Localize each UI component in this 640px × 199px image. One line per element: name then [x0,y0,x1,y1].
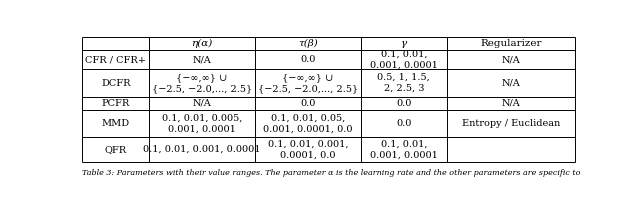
Text: {−∞,∞} ∪
{−2.5, −2.0,..., 2.5}: {−∞,∞} ∪ {−2.5, −2.0,..., 2.5} [152,73,252,93]
Text: 0.1, 0.01,
0.001, 0.0001: 0.1, 0.01, 0.001, 0.0001 [370,50,438,70]
Text: PCFR: PCFR [102,99,130,108]
Text: 0.1, 0.01,
0.001, 0.0001: 0.1, 0.01, 0.001, 0.0001 [370,139,438,160]
Text: 0.0: 0.0 [396,119,412,128]
Text: γ: γ [401,39,407,48]
Text: 0.0: 0.0 [300,56,316,64]
Text: Entropy / Euclidean: Entropy / Euclidean [462,119,560,128]
Text: DCFR: DCFR [101,79,131,88]
Text: MMD: MMD [102,119,130,128]
Text: N/A: N/A [193,56,211,64]
Text: CFR / CFR+: CFR / CFR+ [85,56,146,64]
Text: 0.0: 0.0 [396,99,412,108]
Text: τ(β): τ(β) [298,39,317,48]
Text: Table 3: Parameters with their value ranges. The parameter α is the learning rat: Table 3: Parameters with their value ran… [83,169,581,177]
Text: η(α): η(α) [191,39,212,48]
Text: N/A: N/A [193,99,211,108]
Text: N/A: N/A [502,56,520,64]
Text: 0.1, 0.01, 0.001, 0.0001: 0.1, 0.01, 0.001, 0.0001 [143,145,260,154]
Text: 0.5, 1, 1.5,
2, 2.5, 3: 0.5, 1, 1.5, 2, 2.5, 3 [378,73,430,93]
Text: QFR: QFR [105,145,127,154]
Text: 0.1, 0.01, 0.05,
0.001, 0.0001, 0.0: 0.1, 0.01, 0.05, 0.001, 0.0001, 0.0 [263,114,353,134]
Text: Regularizer: Regularizer [480,39,541,48]
Text: N/A: N/A [502,99,520,108]
Text: 0.1, 0.01, 0.001,
0.0001, 0.0: 0.1, 0.01, 0.001, 0.0001, 0.0 [268,139,348,160]
Text: N/A: N/A [502,79,520,88]
Text: 0.1, 0.01, 0.005,
0.001, 0.0001: 0.1, 0.01, 0.005, 0.001, 0.0001 [162,114,242,134]
Text: {−∞,∞} ∪
{−2.5, −2.0,..., 2.5}: {−∞,∞} ∪ {−2.5, −2.0,..., 2.5} [258,73,358,93]
Text: 0.0: 0.0 [300,99,316,108]
